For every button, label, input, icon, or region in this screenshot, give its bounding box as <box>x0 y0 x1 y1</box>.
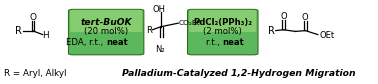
Text: OEt: OEt <box>320 31 335 40</box>
Text: neat: neat <box>106 38 128 47</box>
Text: EDA, r.t.,: EDA, r.t., <box>66 38 106 47</box>
Text: H: H <box>43 31 49 40</box>
Text: R: R <box>15 26 22 36</box>
Text: N₂: N₂ <box>155 45 165 54</box>
Text: R = Aryl, Alkyl: R = Aryl, Alkyl <box>4 69 67 78</box>
Text: OH: OH <box>152 5 166 14</box>
FancyBboxPatch shape <box>189 10 256 32</box>
Text: R: R <box>268 26 275 36</box>
Text: O: O <box>30 13 37 22</box>
Text: CO₂Et: CO₂Et <box>178 20 200 26</box>
Text: Palladium-Catalyzed 1,2-Hydrogen Migration: Palladium-Catalyzed 1,2-Hydrogen Migrati… <box>122 69 356 78</box>
FancyBboxPatch shape <box>187 9 258 55</box>
Text: (20 mol%): (20 mol%) <box>84 27 128 36</box>
Text: PdCl₂(PPh₃)₂: PdCl₂(PPh₃)₂ <box>193 18 252 27</box>
Text: neat: neat <box>222 38 244 47</box>
Text: r.t.,: r.t., <box>206 38 222 47</box>
FancyBboxPatch shape <box>68 9 144 55</box>
Text: R: R <box>146 26 152 35</box>
Text: O: O <box>302 13 308 22</box>
FancyBboxPatch shape <box>70 10 142 32</box>
Text: (2 mol%): (2 mol%) <box>203 27 242 36</box>
Text: tert-BuOK: tert-BuOK <box>81 18 132 27</box>
Text: O: O <box>280 12 287 21</box>
